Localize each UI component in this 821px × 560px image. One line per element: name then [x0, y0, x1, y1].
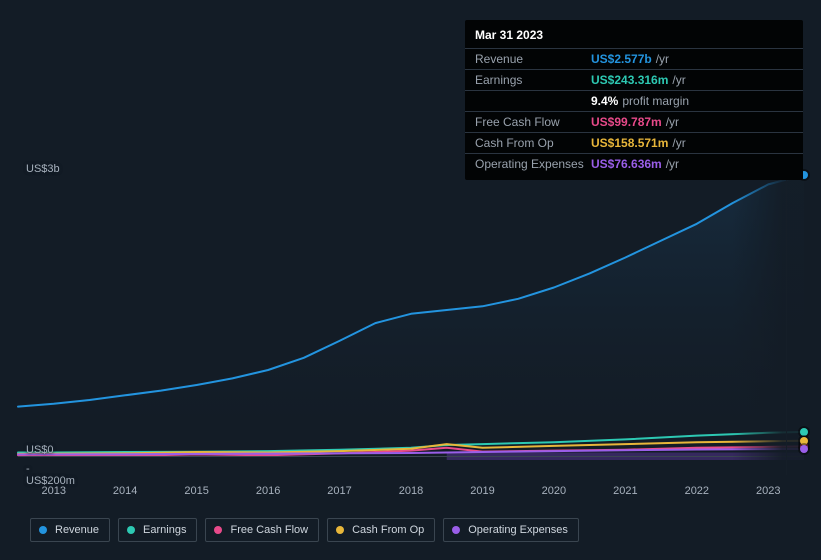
tooltip-value: US$158.571m [591, 136, 668, 150]
legend-item-revenue[interactable]: Revenue [30, 518, 110, 542]
legend-dot [452, 526, 460, 534]
tooltip-suffix: /yr [666, 157, 679, 171]
tooltip-value: 9.4% [591, 94, 618, 108]
legend-label: Operating Expenses [468, 524, 568, 536]
legend-label: Free Cash Flow [230, 524, 308, 536]
series-end-dot [800, 437, 808, 445]
x-axis-tick: 2021 [613, 485, 637, 497]
tooltip-row: Operating Expenses US$76.636m /yr [465, 153, 803, 174]
tooltip-suffix: profit margin [622, 94, 689, 108]
y-axis-label: US$0 [26, 444, 30, 456]
series-end-dot [800, 428, 808, 436]
legend-item-cfo[interactable]: Cash From Op [327, 518, 435, 542]
zero-gridline [18, 456, 804, 457]
legend-label: Revenue [55, 524, 99, 536]
x-axis-tick: 2016 [256, 485, 280, 497]
chart-plot-area[interactable]: US$3bUS$0-US$200m [18, 175, 804, 475]
tooltip-row: Cash From Op US$158.571m /yr [465, 132, 803, 153]
legend-dot [336, 526, 344, 534]
tooltip-label: Cash From Op [475, 136, 591, 150]
x-axis-tick: 2014 [113, 485, 137, 497]
x-axis: 2013201420152016201720182019202020212022… [18, 485, 804, 505]
legend-item-fcf[interactable]: Free Cash Flow [205, 518, 319, 542]
tooltip-value: US$243.316m [591, 73, 668, 87]
legend-item-earnings[interactable]: Earnings [118, 518, 197, 542]
tooltip-label [475, 94, 591, 108]
tooltip-row: Free Cash Flow US$99.787m /yr [465, 111, 803, 132]
tooltip-label: Revenue [475, 52, 591, 66]
tooltip-value: US$99.787m [591, 115, 662, 129]
x-axis-tick: 2019 [470, 485, 494, 497]
series-end-dot [800, 445, 808, 453]
tooltip-row: Earnings US$243.316m /yr [465, 69, 803, 90]
tooltip-label: Free Cash Flow [475, 115, 591, 129]
tooltip-value: US$76.636m [591, 157, 662, 171]
x-axis-tick: 2018 [399, 485, 423, 497]
tooltip-label: Operating Expenses [475, 157, 591, 171]
tooltip-row: 9.4% profit margin [465, 90, 803, 111]
tooltip-row: Revenue US$2.577b /yr [465, 48, 803, 69]
tooltip-label: Earnings [475, 73, 591, 87]
legend-dot [39, 526, 47, 534]
tooltip-date: Mar 31 2023 [465, 28, 803, 48]
legend-label: Earnings [143, 524, 186, 536]
legend-dot [214, 526, 222, 534]
legend-item-opex[interactable]: Operating Expenses [443, 518, 579, 542]
tooltip-suffix: /yr [656, 52, 669, 66]
tooltip-suffix: /yr [672, 73, 685, 87]
x-axis-tick: 2023 [756, 485, 780, 497]
legend-label: Cash From Op [352, 524, 424, 536]
chart-svg [18, 175, 804, 475]
x-axis-tick: 2020 [542, 485, 566, 497]
tooltip-value: US$2.577b [591, 52, 652, 66]
tooltip-suffix: /yr [666, 115, 679, 129]
tooltip-card: Mar 31 2023 Revenue US$2.577b /yr Earnin… [465, 20, 803, 180]
y-axis-label: US$3b [26, 163, 30, 175]
y-axis-label: -US$200m [26, 463, 30, 487]
tooltip-suffix: /yr [672, 136, 685, 150]
x-axis-tick: 2022 [685, 485, 709, 497]
hover-marker-line [786, 175, 787, 475]
legend-dot [127, 526, 135, 534]
x-axis-tick: 2015 [184, 485, 208, 497]
legend: Revenue Earnings Free Cash Flow Cash Fro… [30, 518, 579, 542]
x-axis-tick: 2017 [327, 485, 351, 497]
